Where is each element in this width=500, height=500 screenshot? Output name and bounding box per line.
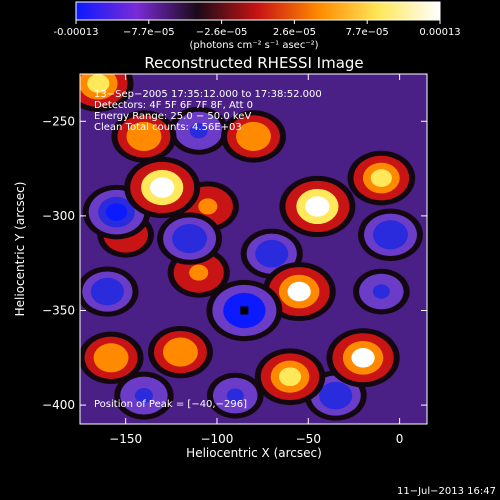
positive-source [80,74,134,112]
axis-ticks: −150 −100 −50 0 −250 −300 −350 −400 [42,74,427,446]
colorbar-tick-label: 0.00013 [419,27,460,38]
source-core [198,198,218,215]
source-core [100,349,122,367]
negative-source [206,372,264,419]
positive-source [111,110,177,163]
y-tick-label: −250 [42,114,75,128]
colorbar-ticks: -0.00013 −7.7e−05 −2.6e−05 2.6e−05 7.7e−05 0.… [54,20,461,38]
y-tick-label: −350 [42,303,75,317]
x-tick-label: −50 [296,432,321,446]
plot-frame [79,73,428,425]
negative-source [80,266,139,317]
negative-source [240,228,303,279]
y-axis-label: Heliocentric Y (arcsec) [13,182,27,317]
heatmap [80,74,427,424]
x-tick-label: −150 [109,432,142,446]
source-core [134,388,153,404]
source-core [170,343,191,361]
negative-source [353,268,410,315]
colorbar-tick-label: 7.7e−05 [346,27,389,38]
source-core [351,347,375,368]
positive-source [124,156,201,219]
positive-source [147,325,213,379]
negative-source [169,106,229,155]
colorbar-tick-label: -0.00013 [54,27,99,38]
annotation-time: 13−Sep−2005 17:35:12.000 to 17:38:52.000 [94,89,322,100]
annotation-peak: Position of Peak = [−40,−296] [94,399,247,410]
source-core [87,74,110,93]
source-core [189,123,208,139]
annotation-clean: Clean Total counts: 4.56E+03 [94,122,242,133]
source-core [243,127,264,145]
positive-source [279,175,356,238]
annotation-energy: Energy Range: 25.0 − 50.0 keV [94,111,251,122]
colorbar-tick-label: −7.7e−05 [123,27,175,38]
source-core [189,264,209,281]
positive-source [326,328,400,388]
source-core [305,196,330,217]
positive-source [221,110,286,163]
chart-title: Reconstructed RHESSI Image [144,54,363,72]
source-core [326,387,346,404]
annotation-detectors: Detectors: 4F 5F 6F 7F 8F, Att 0 [94,100,253,111]
minimum-marker [240,306,249,315]
x-tick-label: −100 [200,432,233,446]
positive-source [254,348,326,406]
source-core [179,230,200,248]
source-core [226,388,244,403]
source-core [370,169,392,187]
negative-source [358,208,423,261]
colorbar-units: (photons cm⁻² s⁻¹ asec⁻²) [189,40,318,51]
source-core [287,281,311,302]
source-core [133,127,154,145]
positive-source [347,150,416,206]
source-core [150,177,175,198]
positive-source [80,331,144,384]
colorbar [75,1,441,21]
source-core [105,203,128,222]
colorbar-tick-label: −2.6e−05 [196,27,248,38]
source-core [262,245,282,262]
y-tick-label: −300 [42,209,75,223]
source-core [372,284,390,299]
source-core [278,367,302,387]
x-axis-label: Heliocentric X (arcsec) [186,446,322,460]
timestamp: 11−Jul−2013 16:47 [397,486,496,497]
x-tick-label: 0 [396,432,404,446]
source-core [380,226,401,244]
y-tick-label: −400 [42,398,75,412]
heatmap-blobs [80,74,423,421]
negative-source [114,371,174,420]
negative-source [157,212,223,265]
colorbar-tick-label: 2.6e−05 [273,27,316,38]
source-core [97,283,117,300]
